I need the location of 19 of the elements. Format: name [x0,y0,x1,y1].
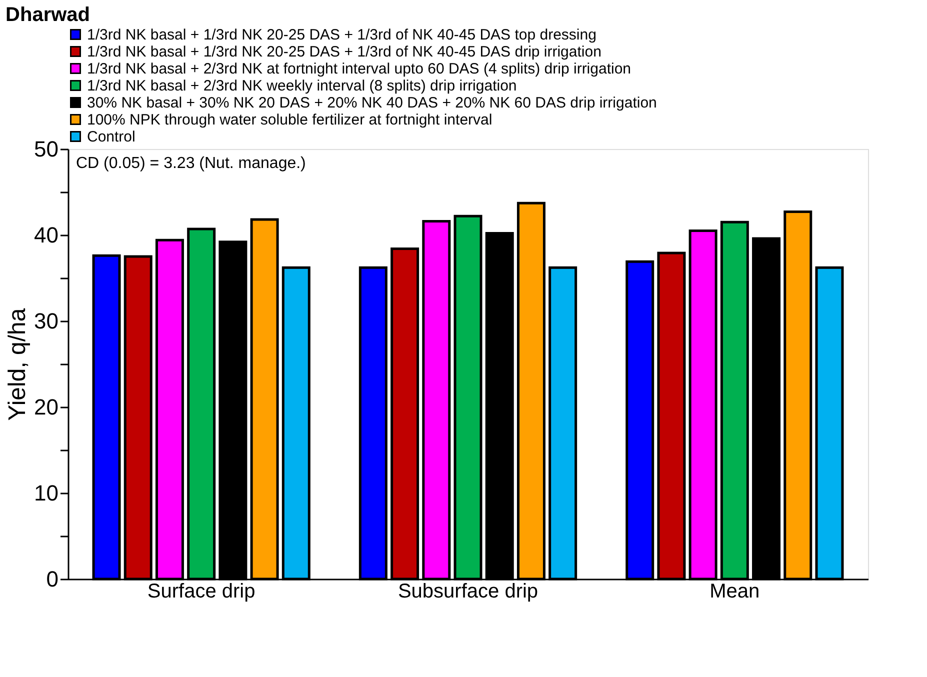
x-tick-label: Surface drip [147,580,256,602]
y-tick-label: 20 [34,394,58,420]
legend-label: 1/3rd NK basal + 1/3rd NK 20-25 DAS + 1/3rd of NK 40-45 DAS top dressing [87,26,596,44]
y-tick-label: 0 [46,566,58,592]
legend-label: 100% NPK through water soluble fertilizer at fortnight interval [87,112,492,128]
y-tick-label: 50 [34,136,58,162]
x-tick-label: Mean [710,580,760,602]
legend-label: 30% NK basal + 30% NK 20 DAS + 20% NK 40 DAS + 20% NK 60 DAS drip irrigation [87,94,657,112]
x-tick-label: Subsurface drip [398,580,538,602]
legend-label: 1/3rd NK basal + 2/3rd NK weekly interval (8 splits) drip irrigation [87,78,517,94]
chart-title: Dharwad [6,4,90,26]
y-tick-label: 40 [34,222,58,248]
legend-label: 1/3rd NK basal + 2/3rd NK at fortnight interval upto 60 DAS (4 splits) drip irrigation [87,60,632,78]
y-tick-label: 30 [34,308,58,334]
annotation: CD (0.05) = 3.23 (Nut. manage.) [76,155,306,172]
y-axis-title: Yield, q/ha [4,308,32,421]
y-tick-label: 10 [34,480,58,506]
legend-label: 1/3rd NK basal + 1/3rd NK 20-25 DAS + 1/3rd of NK 40-45 DAS drip irrigation [87,44,602,60]
legend-label: Control [87,128,136,146]
